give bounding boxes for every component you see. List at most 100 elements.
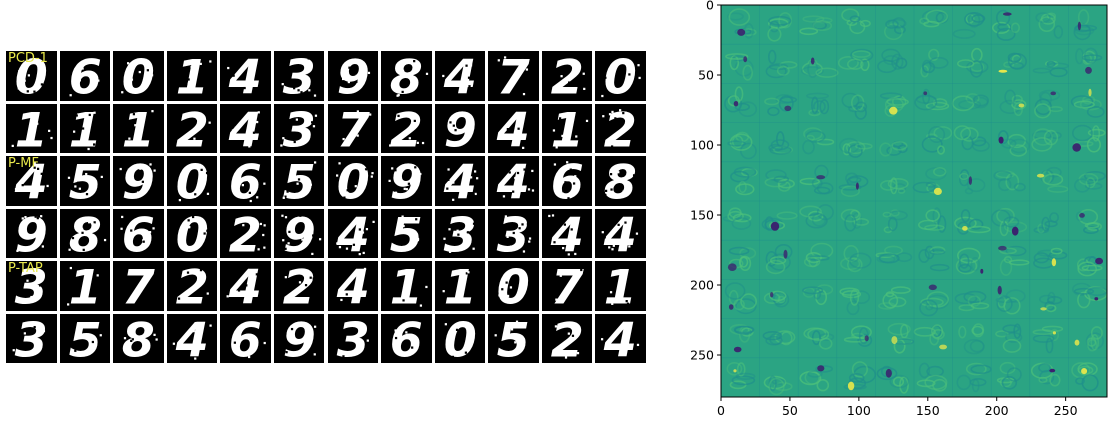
digit-sample-cell: 8	[59, 208, 111, 259]
x-tick-label: 0	[717, 403, 725, 418]
digit-sample-cell: 3	[273, 103, 325, 154]
digit-sample-cell: 0	[6, 51, 57, 101]
digit-label: 9	[390, 156, 423, 206]
digit-label: 1	[68, 104, 101, 154]
x-tick-label: 100	[847, 403, 871, 418]
digit-sample-cell: 6	[541, 156, 593, 206]
digit-sample-cell: 5	[488, 313, 539, 363]
digit-glyph: 0	[176, 156, 211, 206]
digit-sample-cell: 3	[327, 313, 379, 363]
digit-sample-cell: 2	[541, 313, 593, 363]
digit-sample-cell: 8	[595, 156, 646, 206]
digit-glyph: 4	[172, 314, 213, 364]
digit-sample-cell: 7	[541, 261, 593, 311]
digit-glyph: 6	[390, 314, 423, 364]
digit-glyph: 4	[494, 104, 532, 153]
digit-glyph: 1	[66, 261, 107, 311]
digit-label: 7	[551, 261, 584, 311]
digit-label: 7	[122, 261, 155, 311]
digit-glyph: 1	[604, 261, 641, 311]
digit-glyph: 6	[120, 209, 160, 258]
x-tick-label: 50	[782, 403, 798, 418]
digit-sample-cell: 2	[166, 103, 218, 154]
digit-glyph: 8	[68, 209, 106, 259]
y-tick-label: 100	[690, 138, 714, 153]
digit-sample-cell: 6	[59, 51, 111, 101]
digit-sample-cell: 4	[220, 103, 271, 154]
digit-sample-cell: 1	[381, 261, 432, 311]
digit-label: 1	[551, 104, 584, 154]
digit-glyph: 4	[601, 314, 640, 363]
digit-glyph: 4	[227, 51, 263, 101]
digit-label: 1	[443, 261, 476, 311]
digit-glyph: 8	[388, 51, 429, 101]
digit-sample-cell: 4	[434, 156, 486, 206]
digit-sample-cell: 3	[6, 313, 57, 363]
digit-glyph: 0	[497, 261, 530, 311]
digit-sample-cell: 1	[541, 103, 593, 154]
digit-label: 1	[390, 261, 423, 311]
digit-sample-cell: 8	[113, 313, 164, 364]
heatmap-figure: 0 50 100 150 200 250 0 50 100 150 200 250	[690, 0, 1108, 418]
digit-glyph: 3	[280, 104, 317, 154]
digit-label: 4	[550, 209, 584, 259]
digit-glyph: 4	[14, 156, 49, 206]
digit-glyph: 6	[228, 314, 267, 363]
digit-label: 2	[283, 261, 316, 311]
digit-sample-cell: 3	[273, 51, 325, 101]
digit-sample-cell: 4	[434, 51, 486, 101]
digit-label: 1	[122, 104, 155, 154]
digit-label: 3	[283, 104, 316, 154]
digit-sample-cell: 4	[595, 208, 646, 258]
digit-glyph: 7	[122, 261, 159, 311]
digit-glyph: 1	[440, 261, 482, 311]
digit-label: 3	[443, 209, 476, 259]
digit-sample-cell: 9	[6, 208, 57, 258]
digit-label: 1	[176, 51, 209, 101]
digit-sample-cell: 1	[166, 51, 218, 101]
digit-label: 4	[228, 261, 262, 311]
digit-glyph: 9	[283, 314, 317, 363]
digit-glyph: 1	[549, 104, 588, 154]
digit-glyph: 4	[228, 104, 262, 154]
digit-label: 9	[336, 51, 369, 101]
digit-sample-cell: 3	[434, 208, 486, 259]
digit-label: 0	[15, 51, 48, 101]
digit-label: 4	[175, 314, 209, 364]
digit-label: 8	[68, 209, 101, 259]
digit-label: 4	[442, 51, 476, 101]
digit-sample-cell: 7	[488, 51, 539, 101]
digit-sample-cell: 2	[220, 208, 271, 258]
digit-sample-cell: 1	[6, 103, 57, 153]
digit-glyph: 7	[497, 51, 530, 101]
digit-label: 2	[604, 104, 637, 154]
digit-sample-cell: 0	[327, 156, 379, 206]
digit-label: 9	[283, 209, 316, 259]
digit-glyph: 4	[442, 156, 478, 206]
digit-glyph: 2	[283, 261, 316, 311]
digit-glyph: 3	[334, 314, 373, 363]
digit-sample-cell: 4	[327, 261, 379, 311]
digit-sample-cell: 2	[166, 261, 218, 311]
digit-glyph: 6	[66, 51, 101, 101]
digit-sample-cell: 2	[381, 103, 432, 153]
digit-glyph: 2	[229, 209, 267, 258]
digit-glyph: 4	[441, 51, 481, 101]
digit-sample-cell: 1	[595, 261, 646, 311]
digit-glyph: 4	[333, 209, 375, 258]
digit-sample-cell: 2	[273, 261, 325, 311]
digit-sample-cell: 5	[273, 156, 325, 206]
digit-label: 7	[497, 51, 530, 101]
digit-sample-cell: 0	[595, 51, 646, 101]
digit-glyph: 5	[67, 156, 106, 206]
digit-label: 8	[122, 314, 155, 364]
filter-heatmap-panel: 0 50 100 150 200 250 0 50 100 150 200 250	[660, 0, 1108, 427]
digit-label: 1	[68, 261, 101, 311]
digit-label: 2	[176, 104, 209, 154]
digit-label: 0	[176, 156, 209, 206]
heatmap-tiles	[721, 5, 1107, 397]
digit-glyph: 3	[441, 209, 476, 259]
digit-glyph: 6	[229, 156, 266, 206]
digit-sample-cell: 0	[488, 261, 539, 311]
digit-glyph: 4	[226, 261, 267, 311]
